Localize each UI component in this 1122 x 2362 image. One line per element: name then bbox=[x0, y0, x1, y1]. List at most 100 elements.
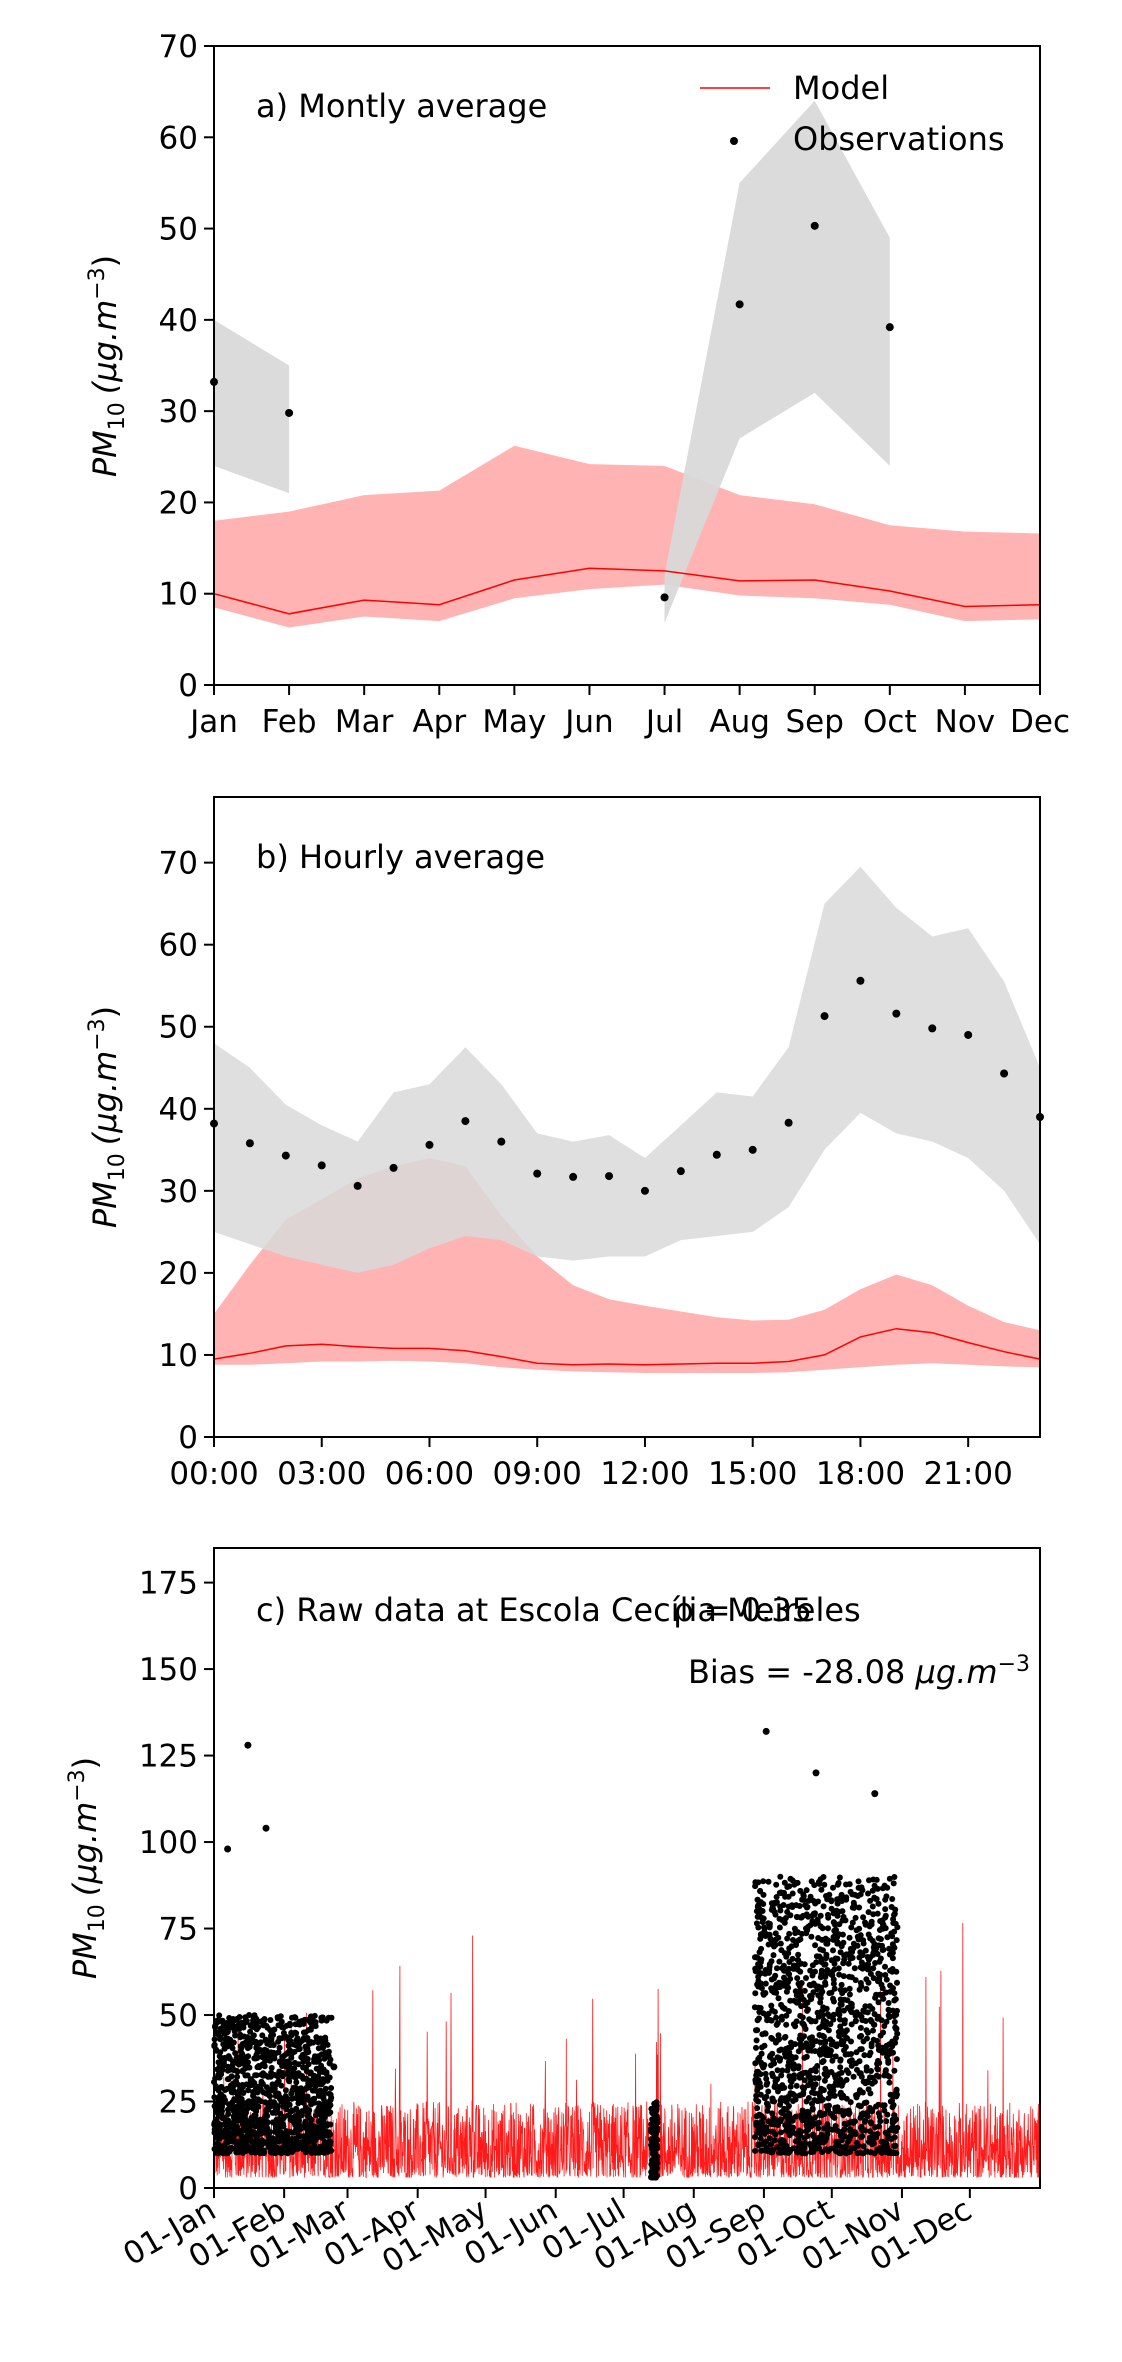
observation-point bbox=[861, 2118, 868, 2125]
observation-point bbox=[257, 2130, 264, 2137]
observation-point bbox=[256, 2140, 262, 2147]
observation-point bbox=[810, 2083, 817, 2090]
observation-point bbox=[760, 2127, 767, 2134]
observation-point bbox=[830, 2087, 837, 2094]
observation-point bbox=[882, 1906, 889, 1913]
observation-point bbox=[847, 2126, 854, 2133]
observation-point bbox=[753, 2044, 759, 2051]
observation-point bbox=[847, 1888, 854, 1895]
observation-point bbox=[815, 1992, 822, 1999]
observation-point bbox=[819, 1936, 825, 1943]
observation-point bbox=[533, 1169, 542, 1178]
observation-point bbox=[857, 1980, 864, 1986]
observation-point bbox=[280, 2121, 287, 2128]
observation-point bbox=[282, 2087, 289, 2094]
observation-point bbox=[783, 2021, 790, 2028]
observation-point bbox=[292, 2072, 298, 2079]
observation-point bbox=[863, 2078, 870, 2085]
observation-point bbox=[286, 2060, 293, 2067]
observation-point bbox=[867, 2090, 874, 2097]
panel-a-points bbox=[210, 221, 894, 602]
observation-point bbox=[767, 2148, 774, 2155]
observation-point bbox=[311, 2095, 318, 2102]
observation-point bbox=[788, 2078, 795, 2085]
observation-point bbox=[320, 2130, 327, 2137]
observation-point bbox=[831, 2092, 838, 2099]
observation-point bbox=[769, 2095, 776, 2102]
observation-point bbox=[864, 1966, 871, 1973]
observation-point bbox=[827, 2036, 834, 2043]
observation-point bbox=[881, 2145, 888, 2152]
observation-point bbox=[796, 2146, 803, 2153]
observation-point bbox=[769, 2110, 776, 2117]
panel-c-ytick-label: 100 bbox=[139, 1825, 198, 1861]
observation-point bbox=[649, 2174, 656, 2181]
panel-a-monthly-average: 0 10 20 30 40 50 60 70 Jan Feb Mar Apr May Jun Jul Aug… bbox=[85, 29, 1070, 740]
observation-point bbox=[811, 2138, 818, 2145]
observation-point bbox=[775, 2032, 782, 2039]
observation-point bbox=[820, 2017, 827, 2024]
observation-point bbox=[889, 1941, 896, 1948]
observation-point bbox=[784, 1935, 791, 1942]
observation-point bbox=[859, 2133, 866, 2140]
observation-point bbox=[777, 1873, 784, 1880]
observation-point bbox=[809, 2089, 815, 2096]
observation-point bbox=[879, 2139, 886, 2146]
panel-c-y-ticks: 0 25 50 75 100 125 150 175 bbox=[139, 1566, 214, 2207]
observation-point bbox=[831, 1985, 838, 1992]
observation-point bbox=[654, 2125, 661, 2132]
observation-point bbox=[828, 1898, 835, 1905]
observation-point bbox=[650, 2116, 657, 2123]
observation-point bbox=[879, 1985, 886, 1992]
observation-point bbox=[818, 1886, 825, 1893]
observations-range-band bbox=[214, 319, 290, 494]
observation-point bbox=[884, 2111, 891, 2118]
observation-point bbox=[259, 2032, 266, 2039]
observation-point bbox=[858, 2124, 865, 2131]
observation-point bbox=[787, 2083, 794, 2090]
observation-point bbox=[264, 2040, 271, 2047]
observation-point bbox=[786, 1945, 793, 1952]
observation-point bbox=[262, 2114, 269, 2121]
observation-point bbox=[871, 2011, 878, 2018]
observation-point bbox=[777, 1940, 784, 1947]
observation-point bbox=[753, 2037, 760, 2044]
observation-point bbox=[224, 1845, 232, 1853]
observation-point bbox=[819, 2032, 826, 2039]
observation-point bbox=[243, 2081, 250, 2088]
observation-point bbox=[892, 1906, 899, 1913]
observation-point bbox=[860, 2143, 867, 2150]
panel-c-ytick-label: 25 bbox=[159, 2085, 198, 2121]
observation-point bbox=[849, 1919, 856, 1926]
observation-point bbox=[651, 2148, 658, 2155]
observation-point bbox=[863, 2148, 870, 2155]
observation-point bbox=[676, 1167, 685, 1176]
observation-point bbox=[251, 2019, 258, 2026]
observation-point bbox=[874, 2147, 881, 2154]
observation-point bbox=[774, 1984, 781, 1991]
observation-point bbox=[800, 1895, 807, 1902]
panel-a-xtick-label: May bbox=[482, 704, 546, 740]
observation-point bbox=[787, 2114, 794, 2121]
observation-point bbox=[848, 2118, 855, 2125]
observation-point bbox=[315, 2045, 322, 2052]
observation-point bbox=[846, 1934, 853, 1941]
observation-point bbox=[648, 2105, 655, 2112]
observation-point bbox=[886, 1875, 893, 1882]
observation-point bbox=[856, 1986, 863, 1993]
observation-point bbox=[280, 2136, 287, 2143]
observation-point bbox=[893, 1937, 900, 1944]
panel-a-legend: Model Observations bbox=[700, 69, 1005, 158]
observation-point bbox=[828, 1905, 835, 1912]
observation-point bbox=[857, 2046, 864, 2053]
observation-point bbox=[796, 1982, 803, 1989]
observation-point bbox=[871, 1947, 878, 1953]
observation-point bbox=[837, 2001, 844, 2007]
observation-point bbox=[285, 2035, 292, 2042]
panel-b-frame bbox=[213, 796, 1041, 1438]
observation-point bbox=[870, 2027, 876, 2034]
observation-point bbox=[861, 2052, 868, 2059]
observation-point bbox=[840, 1973, 847, 1980]
observation-point bbox=[806, 2016, 813, 2023]
observation-point bbox=[807, 2075, 814, 2082]
